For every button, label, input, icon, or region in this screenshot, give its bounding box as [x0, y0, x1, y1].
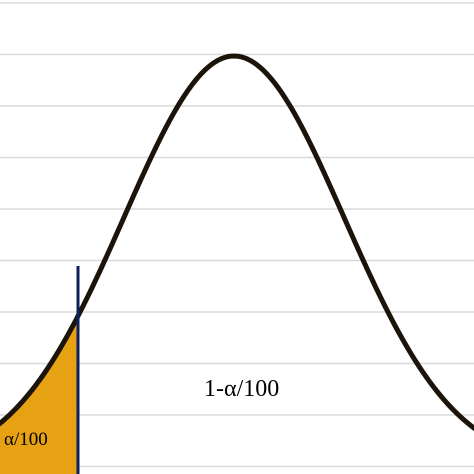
- tail-probability-label: α/100: [4, 429, 48, 450]
- body-probability-label: 1-α/100: [204, 376, 279, 402]
